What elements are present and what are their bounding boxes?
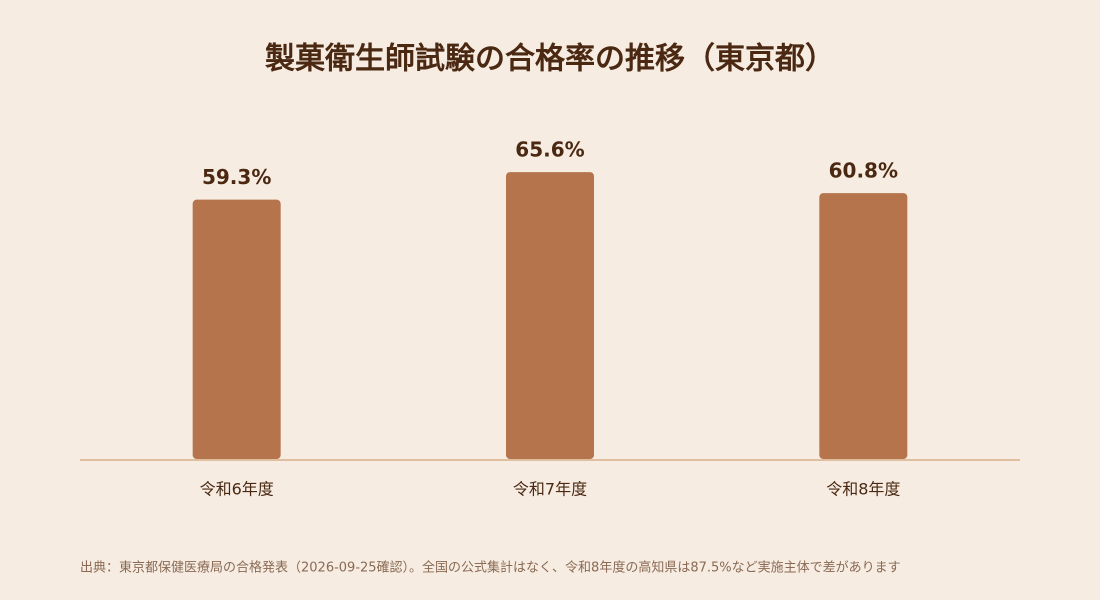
x-tick-label: 令和7年度 — [513, 480, 587, 499]
x-tick-label: 令和6年度 — [200, 480, 274, 499]
bar — [506, 172, 594, 460]
bar — [819, 193, 908, 460]
value-label: 59.3% — [202, 165, 271, 189]
value-label: 65.6% — [515, 138, 584, 162]
x-tick-label: 令和8年度 — [826, 480, 900, 499]
source-note: 出典：東京都保健医療局の合格発表（2026-09-25確認）。全国の公式集計はな… — [80, 560, 901, 576]
chart-title: 製菓衛生師試験の合格率の推移（東京都） — [265, 42, 835, 77]
bar — [192, 199, 281, 460]
value-label: 60.8% — [829, 159, 898, 183]
